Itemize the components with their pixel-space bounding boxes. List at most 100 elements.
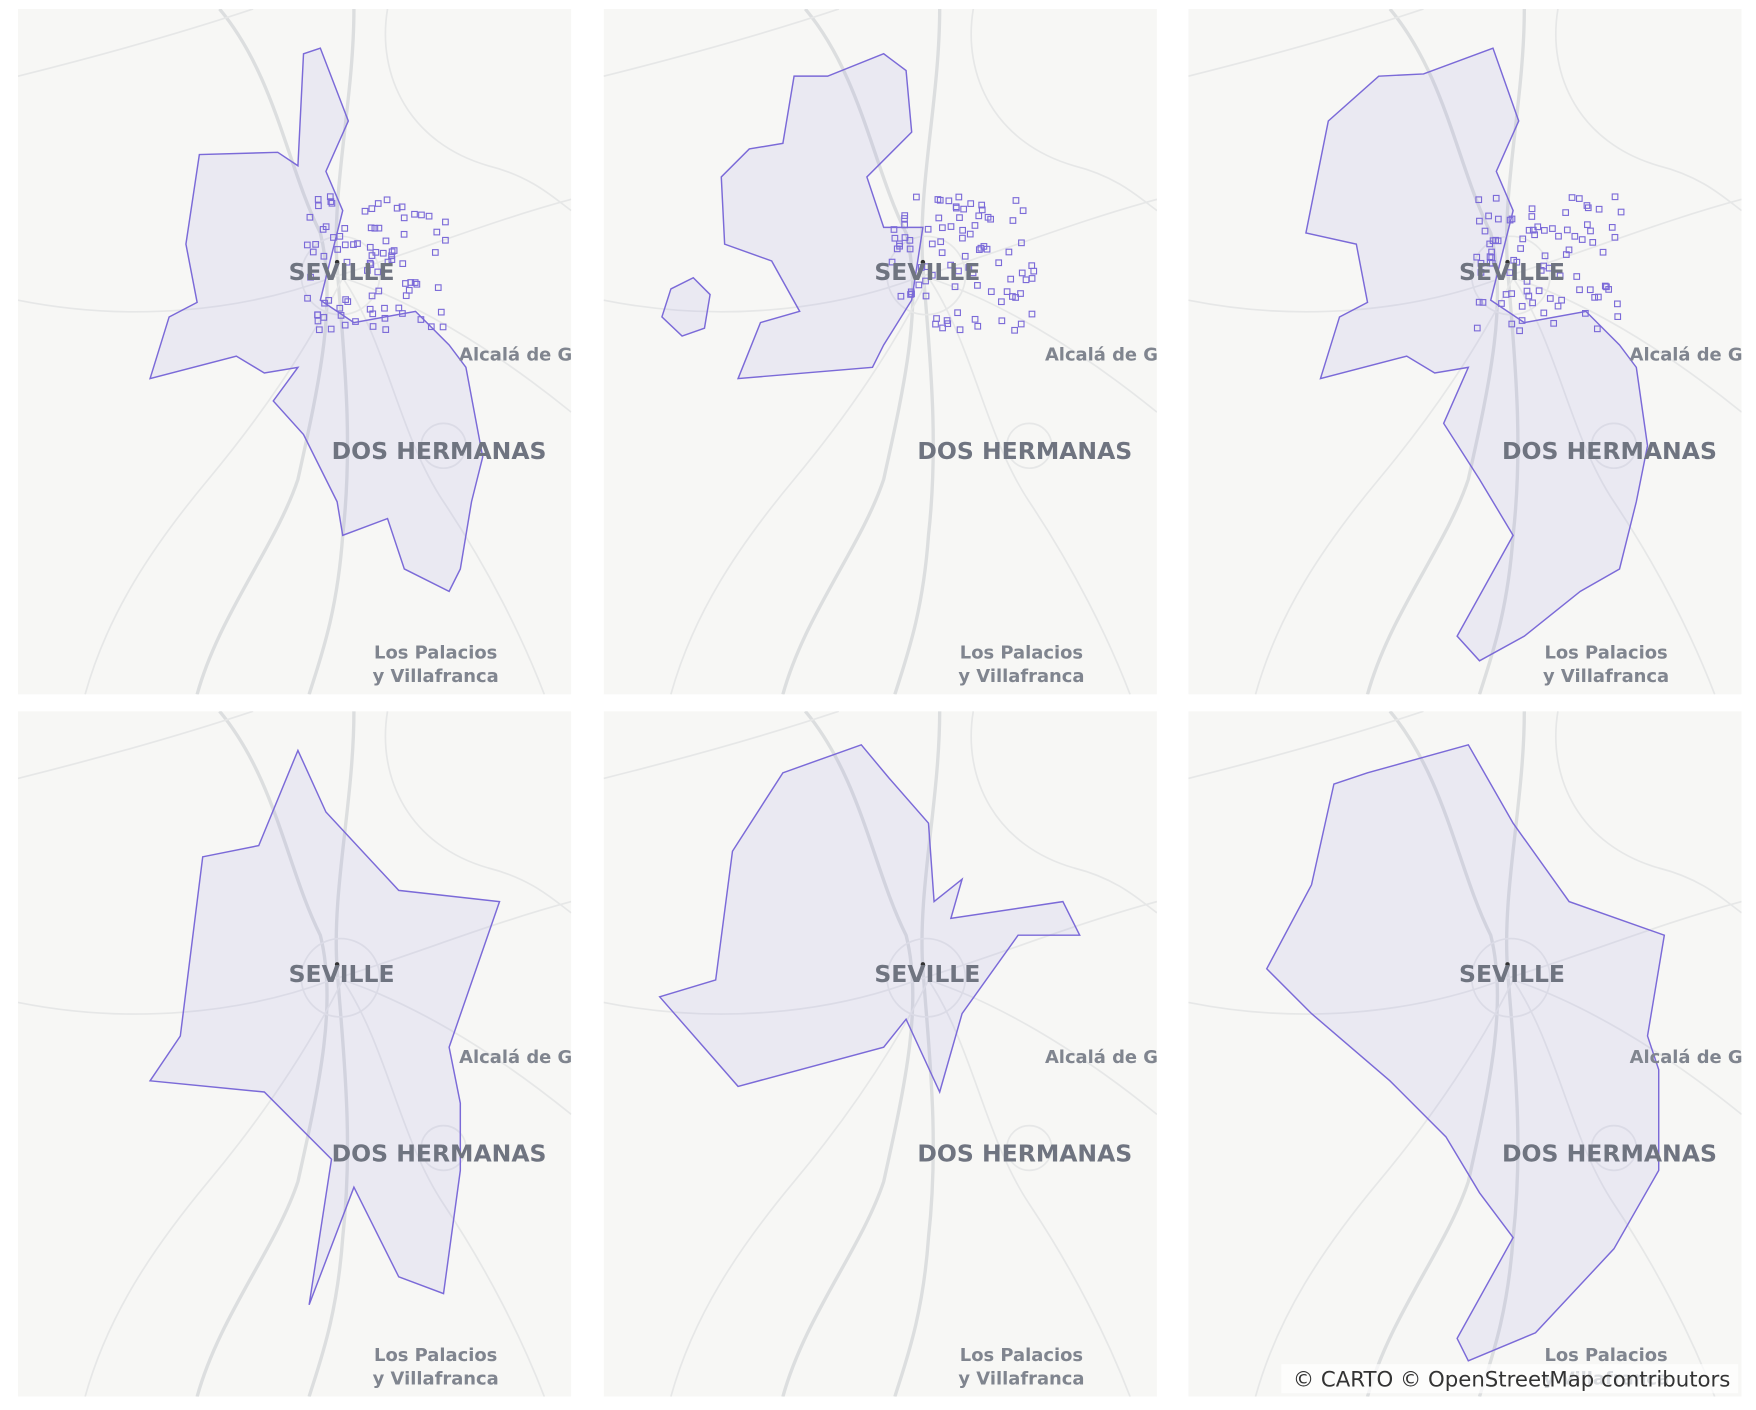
grid-cell	[937, 238, 945, 246]
grid-cell	[366, 259, 374, 267]
map-panel: SEVILLE Alcalá de Gu DOS HERMANAS Los Palac…	[1188, 711, 1756, 1397]
town-label: Alcalá de Gu	[1630, 1047, 1756, 1068]
town-label: y Villafranca	[373, 666, 499, 687]
grid-cell	[367, 224, 375, 232]
grid-cell	[1565, 246, 1573, 254]
grid-cell	[1519, 235, 1527, 243]
grid-cell	[369, 310, 377, 318]
grid-cell	[959, 234, 966, 242]
grid-cell	[381, 314, 389, 322]
grid-cell	[431, 249, 439, 256]
grid-cell	[1486, 259, 1494, 267]
town-label: Los Palacios	[374, 1345, 497, 1366]
grid-cell	[1011, 326, 1018, 334]
grid-cell	[915, 281, 923, 289]
grid-cell	[896, 240, 903, 248]
grid-cell	[1554, 302, 1562, 310]
grid-cell	[955, 193, 963, 201]
grid-cell	[998, 317, 1006, 325]
grid-cell	[1513, 258, 1521, 266]
grid-cell	[1541, 252, 1549, 260]
grid-cell	[439, 323, 447, 331]
grid-cell	[375, 287, 383, 295]
grid-cell	[341, 241, 349, 249]
grid-cell	[1555, 232, 1562, 240]
grid-cell	[1508, 290, 1516, 298]
map-panel: SEVILLE Alcalá de Gu DOS HERMANAS Los Palac…	[603, 8, 1157, 695]
grid-cell	[906, 245, 914, 253]
town-label: DOS HERMANAS	[332, 1139, 547, 1167]
grid-cell	[367, 261, 375, 269]
grid-cell	[1535, 287, 1543, 295]
grid-cell	[924, 225, 932, 233]
panels: SEVILLE Alcalá de Gu DOS HERMANAS Los Palac…	[17, 8, 1756, 1397]
grid-cell	[405, 286, 413, 294]
grid-cell	[1475, 298, 1483, 306]
isochrone	[661, 276, 711, 337]
grid-cell	[361, 207, 369, 215]
grid-cell	[334, 246, 342, 253]
city-label: SEVILLE	[874, 960, 980, 988]
grid-cell	[1573, 273, 1581, 280]
isochrone	[658, 743, 1081, 1095]
grid-cell	[1017, 320, 1025, 328]
city-label: SEVILLE	[289, 960, 395, 988]
grid-cell	[330, 234, 337, 241]
town-label: Alcalá de Gu	[1630, 345, 1756, 366]
grid-cell	[951, 283, 959, 291]
grid-cell	[1528, 213, 1536, 220]
grid-cell	[381, 304, 388, 312]
grid-cell	[1492, 236, 1500, 244]
grid-cell	[1594, 293, 1602, 301]
grid-cell	[1018, 239, 1025, 247]
grid-cell	[382, 237, 390, 245]
grid-cell	[1578, 236, 1586, 243]
grid-cell	[309, 248, 317, 256]
grid-cell	[388, 252, 395, 260]
grid-cell	[1558, 296, 1565, 304]
map-panel: SEVILLE Alcalá de Gu DOS HERMANAS Los Palac…	[603, 711, 1157, 1397]
grid-cell	[1028, 310, 1036, 318]
grid-cell	[1540, 309, 1548, 317]
grid-cell	[971, 315, 979, 323]
grid-cell	[1582, 310, 1589, 317]
grid-cell	[1593, 325, 1601, 333]
town-label: DOS HERMANAS	[1502, 1139, 1717, 1167]
grid-cell	[1485, 212, 1492, 220]
grid-cell	[1611, 233, 1619, 241]
grid-cell	[320, 314, 328, 321]
grid-cell	[932, 320, 939, 328]
grid-cell	[1518, 302, 1526, 310]
grid-cell	[1611, 193, 1619, 201]
grid-cell	[1477, 259, 1485, 267]
grid-cell	[1550, 319, 1558, 327]
grid-cell	[427, 323, 435, 331]
grid-cell	[1575, 195, 1583, 202]
grid-cell	[433, 228, 441, 236]
grid-cell	[998, 298, 1005, 306]
city-label: SEVILLE	[1459, 258, 1565, 286]
grid-cell	[374, 268, 382, 276]
grid-cell	[936, 196, 944, 204]
isochrone	[720, 52, 924, 380]
grid-cell	[383, 196, 391, 204]
grid-cell	[978, 201, 986, 209]
grid-cell	[1589, 239, 1597, 246]
grid-cell	[314, 196, 322, 203]
grid-cell	[1549, 225, 1556, 232]
grid-cell	[938, 249, 946, 257]
grid-cell	[1528, 205, 1536, 213]
grid-cell	[987, 288, 995, 296]
grid-cell	[336, 232, 344, 240]
grid-cell	[939, 324, 946, 332]
grid-cell	[917, 264, 925, 271]
grid-cell	[959, 226, 967, 234]
grid-cell	[1614, 300, 1621, 308]
grid-cell	[1525, 292, 1533, 300]
grid-cell	[980, 243, 988, 250]
grid-cell	[417, 316, 425, 323]
grid-cell	[947, 223, 955, 230]
grid-cell	[967, 200, 975, 207]
grid-cell	[399, 260, 407, 268]
grid-cell	[388, 256, 396, 263]
